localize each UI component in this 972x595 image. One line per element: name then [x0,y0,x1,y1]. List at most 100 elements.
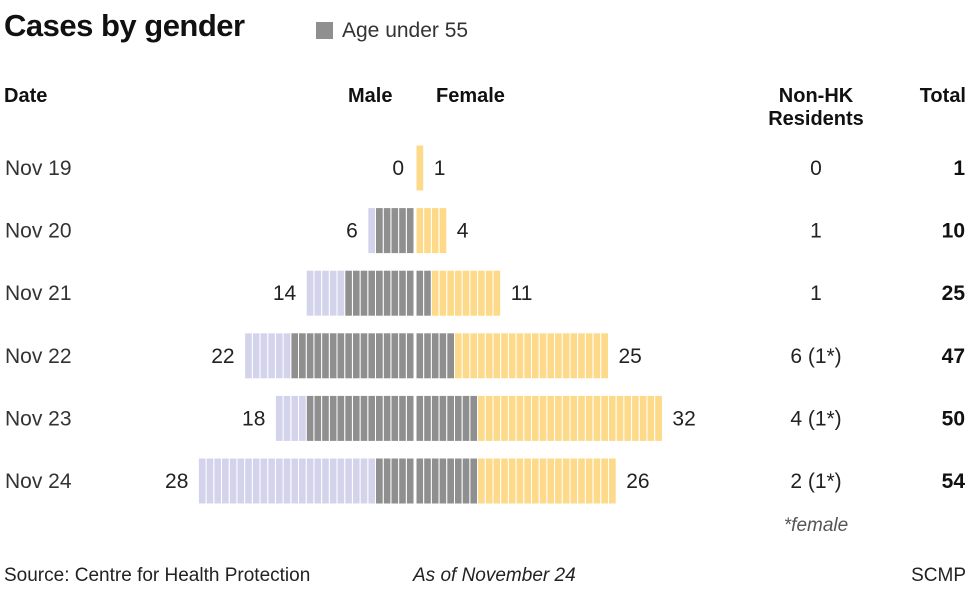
female-case-block [492,332,502,380]
female-case-block [538,332,548,380]
column-header-non-hk-line2: Residents [768,108,864,130]
male-case-block [344,394,353,442]
total-value: 1 [953,157,965,180]
female-case-block [577,457,586,505]
male-case-block [197,457,207,505]
non-hk-residents-value: 6 (1*) [790,345,841,368]
credit: SCMP [911,565,966,586]
male-case-block [305,269,315,317]
female-case-block [492,457,502,505]
female-case-block [461,269,471,317]
male-case-block [405,394,415,442]
female-case-block [438,457,448,505]
female-case-block [507,394,517,442]
male-case-block [313,269,323,317]
male-case-block [328,394,338,442]
female-case-block [446,457,455,505]
male-case-block [228,457,238,505]
male-case-block [344,269,353,317]
non-hk-residents-value: 4 (1*) [790,407,841,430]
legend: Age under 55 [316,19,468,43]
female-count-label: 25 [619,345,642,368]
female-case-block [454,269,463,317]
male-case-block [336,457,346,505]
male-count-label: 28 [165,470,188,493]
female-case-block [492,394,502,442]
female-case-block [600,332,609,380]
footnote: *female [783,515,849,536]
female-case-block [546,332,556,380]
male-case-block [405,332,415,380]
male-case-block [390,394,400,442]
male-case-block [221,457,230,505]
female-case-block [438,332,448,380]
male-case-block [298,394,307,442]
male-case-block [305,332,315,380]
female-case-block [446,394,455,442]
male-case-block [274,457,284,505]
male-case-block [313,394,323,442]
female-case-block [523,332,532,380]
female-case-block [561,457,571,505]
male-case-block [351,269,361,317]
date-label: Nov 21 [5,282,72,305]
male-case-block [367,457,376,505]
female-case-block [531,332,540,380]
male-case-block [313,332,323,380]
male-case-block [282,332,292,380]
total-value: 47 [942,345,965,368]
female-case-block [515,394,525,442]
female-case-block [538,394,548,442]
female-case-block [461,394,471,442]
male-case-block [328,457,338,505]
female-case-block [423,394,432,442]
female-case-block [569,332,579,380]
female-count-label: 32 [672,407,695,430]
male-case-block [405,269,415,317]
column-header-total: Total [919,85,966,107]
male-case-block [382,457,392,505]
female-case-block [584,457,594,505]
male-case-block [305,394,315,442]
female-case-block [500,457,509,505]
male-case-block [390,269,400,317]
total-value: 10 [942,220,965,243]
male-case-block [390,457,400,505]
female-case-block [500,394,509,442]
male-case-block [298,457,307,505]
chart-title: Cases by gender [4,8,245,43]
male-case-block [405,457,415,505]
date-label: Nov 24 [5,470,72,493]
male-case-block [298,332,307,380]
female-count-label: 4 [457,220,469,243]
female-case-block [415,394,425,442]
male-case-block [359,457,369,505]
female-case-block [608,457,617,505]
female-case-block [423,207,432,255]
female-case-block [561,332,571,380]
male-case-block [336,269,346,317]
male-case-block [390,207,400,255]
female-case-block [523,457,532,505]
male-case-block [244,332,253,380]
male-case-block [359,394,369,442]
female-case-block [546,457,556,505]
female-case-block [477,332,486,380]
female-case-block [423,332,432,380]
female-case-block [654,394,663,442]
female-case-block [577,332,586,380]
male-case-block [321,269,330,317]
male-case-block [375,269,384,317]
female-case-block [438,269,448,317]
female-case-block [430,394,440,442]
male-count-label: 22 [211,345,234,368]
male-count-label: 18 [242,407,265,430]
female-case-block [430,457,440,505]
male-case-block [398,207,407,255]
female-case-block [592,332,602,380]
female-case-block [461,332,471,380]
female-case-block [569,394,579,442]
female-case-block [423,269,432,317]
total-value: 54 [942,470,966,493]
male-case-block [351,394,361,442]
